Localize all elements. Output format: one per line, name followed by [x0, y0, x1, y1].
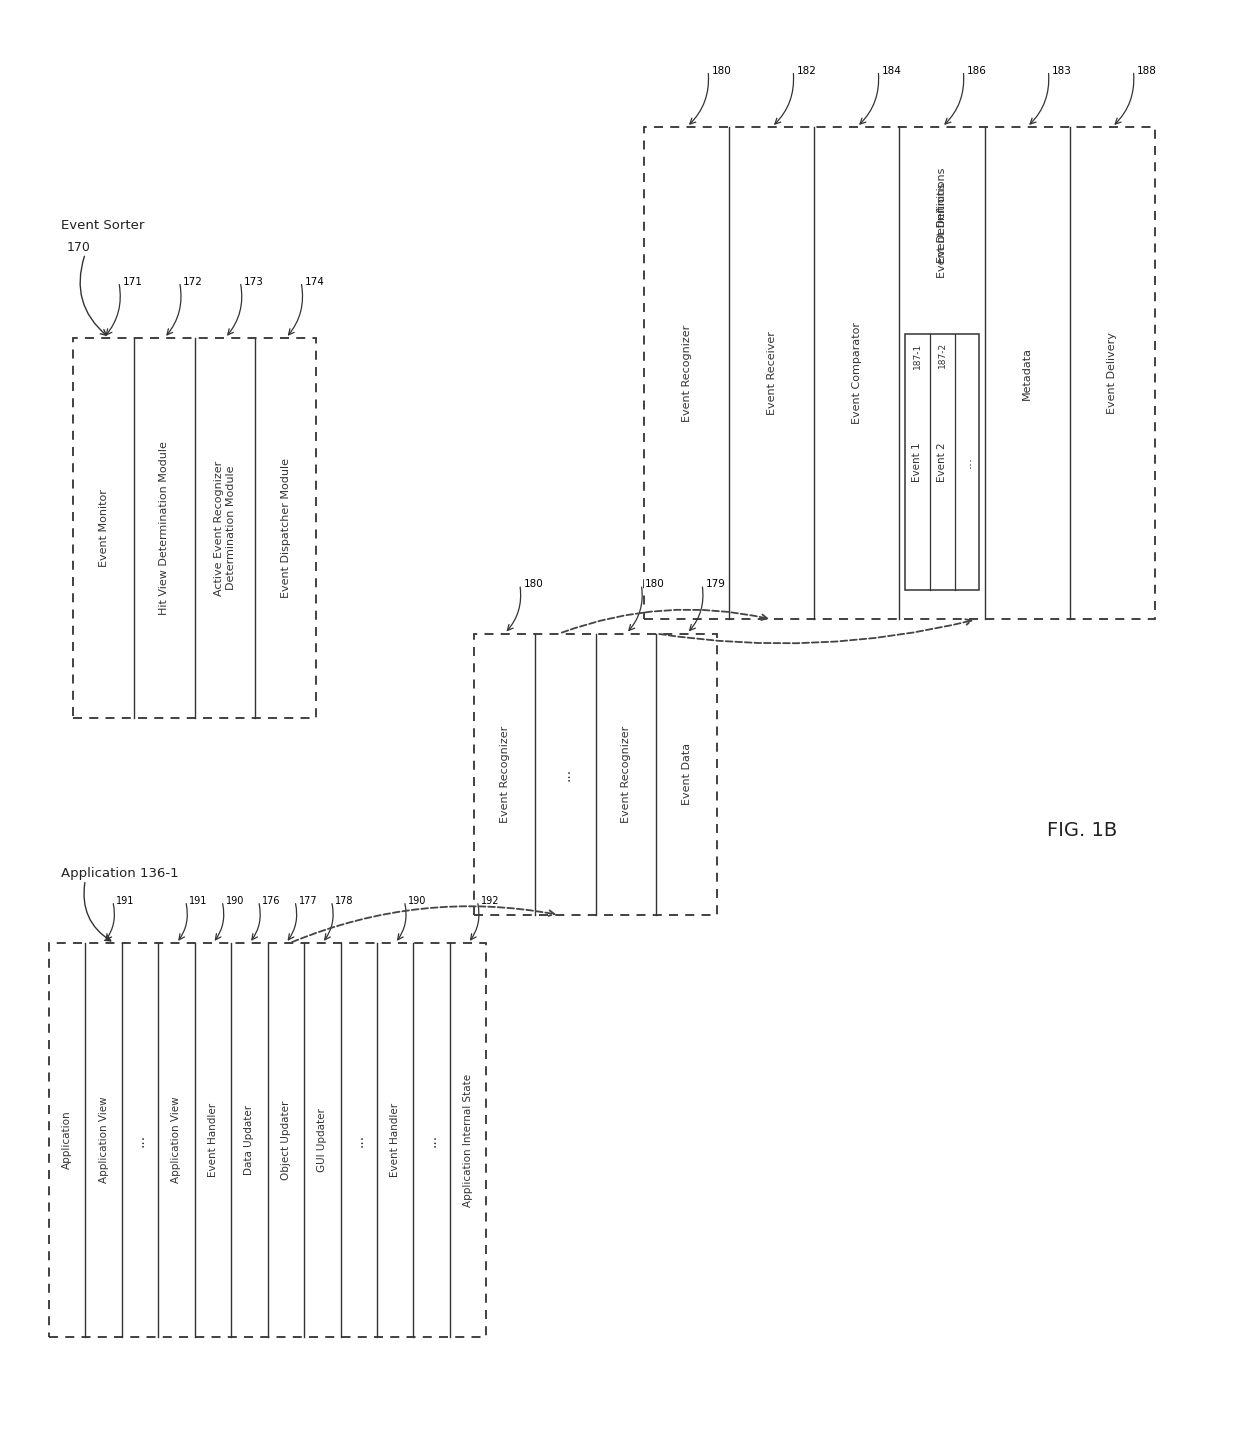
Text: Event Data: Event Data: [682, 744, 692, 806]
Text: Event Handler: Event Handler: [208, 1103, 218, 1178]
Text: 186: 186: [967, 66, 987, 76]
Text: ...: ...: [558, 768, 573, 781]
Text: Event 2: Event 2: [937, 442, 947, 481]
Text: 174: 174: [305, 277, 325, 287]
Text: 171: 171: [123, 277, 143, 287]
Text: 187-1: 187-1: [913, 342, 921, 369]
Text: ...: ...: [352, 1133, 366, 1147]
Bar: [905, 333, 980, 590]
Text: Event Handler: Event Handler: [391, 1103, 401, 1178]
Bar: [48, 943, 486, 1337]
Text: 191: 191: [117, 896, 135, 906]
Text: 170: 170: [67, 241, 91, 254]
Text: Application: Application: [62, 1111, 72, 1169]
Text: Event Definitions: Event Definitions: [937, 182, 947, 279]
Text: Metadata: Metadata: [1022, 346, 1032, 399]
Bar: [645, 126, 1154, 619]
Text: 173: 173: [244, 277, 264, 287]
Text: Application View: Application View: [98, 1097, 109, 1183]
Text: 177: 177: [299, 896, 317, 906]
Text: 178: 178: [335, 896, 353, 906]
Text: Event Recognizer: Event Recognizer: [621, 725, 631, 823]
Text: Event 1: Event 1: [913, 442, 923, 481]
Text: 179: 179: [706, 579, 725, 589]
Text: ...: ...: [961, 455, 973, 468]
Text: 180: 180: [712, 66, 732, 76]
Text: 190: 190: [226, 896, 244, 906]
Bar: [474, 633, 717, 915]
Text: Event Receiver: Event Receiver: [766, 332, 777, 415]
Text: FIG. 1B: FIG. 1B: [1047, 821, 1117, 840]
Text: Event Recognizer: Event Recognizer: [682, 325, 692, 422]
Text: 172: 172: [184, 277, 203, 287]
Text: Event Recognizer: Event Recognizer: [500, 725, 510, 823]
Text: Event Definitions: Event Definitions: [937, 168, 947, 263]
Text: ...: ...: [133, 1133, 148, 1147]
Text: Event Comparator: Event Comparator: [852, 322, 862, 424]
Text: 184: 184: [882, 66, 901, 76]
Text: 192: 192: [481, 896, 500, 906]
Text: 180: 180: [523, 579, 543, 589]
Text: 188: 188: [1137, 66, 1157, 76]
Text: 180: 180: [645, 579, 665, 589]
Text: 183: 183: [1052, 66, 1071, 76]
Text: 176: 176: [262, 896, 280, 906]
Text: Application 136-1: Application 136-1: [61, 867, 179, 880]
Text: 190: 190: [408, 896, 427, 906]
Text: Data Updater: Data Updater: [244, 1106, 254, 1175]
Bar: [73, 337, 316, 718]
Text: Event Sorter: Event Sorter: [61, 220, 144, 233]
Text: Event Dispatcher Module: Event Dispatcher Module: [280, 458, 291, 597]
Text: Application View: Application View: [171, 1097, 181, 1183]
Text: 191: 191: [190, 896, 207, 906]
Text: 182: 182: [797, 66, 817, 76]
Text: Application Internal State: Application Internal State: [463, 1074, 474, 1206]
Text: Object Updater: Object Updater: [280, 1100, 291, 1180]
Text: Event Monitor: Event Monitor: [98, 490, 109, 567]
Text: Active Event Recognizer
Determination Module: Active Event Recognizer Determination Mo…: [215, 461, 236, 596]
Text: Event Delivery: Event Delivery: [1107, 332, 1117, 414]
Text: ...: ...: [424, 1133, 439, 1147]
Text: 187-2: 187-2: [937, 342, 946, 369]
Text: GUI Updater: GUI Updater: [317, 1109, 327, 1172]
Text: Hit View Determination Module: Hit View Determination Module: [159, 441, 170, 615]
